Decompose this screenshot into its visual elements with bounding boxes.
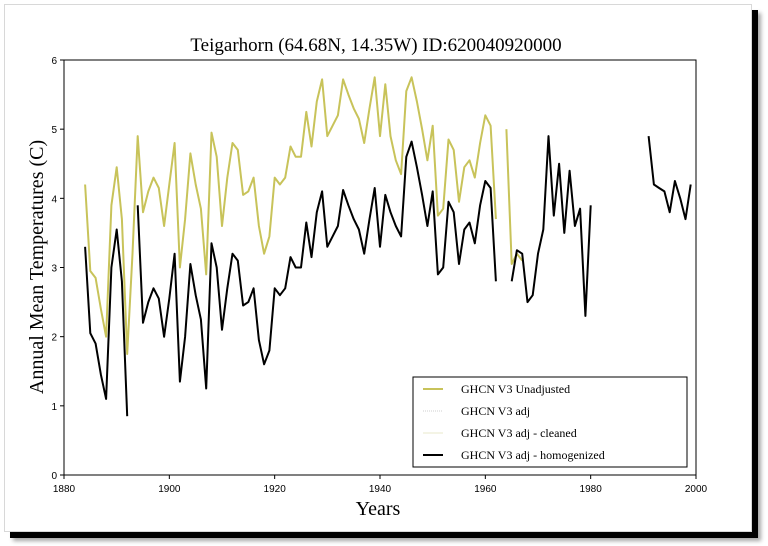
- y-tick-label: 4: [51, 194, 57, 205]
- legend-box: [412, 376, 688, 468]
- series-line-ghcn-v3-adj-homogenized: [84, 135, 692, 417]
- y-tick-label: 0: [51, 471, 57, 482]
- legend-label-adj: GHCN V3 adj: [461, 404, 530, 418]
- x-tick-label: 1940: [369, 484, 392, 495]
- y-axis-ticks: 0 1 2 3 4 5 6: [51, 56, 64, 482]
- legend-label-homogenized: GHCN V3 adj - homogenized: [461, 448, 605, 462]
- legend: GHCN V3 Unadjusted GHCN V3 adj GHCN V3 a…: [412, 376, 688, 468]
- y-tick-label: 5: [51, 125, 57, 136]
- chart-title: Teigarhorn (64.68N, 14.35W) ID:620040920…: [190, 35, 561, 56]
- y-tick-label: 6: [51, 56, 57, 67]
- x-tick-label: 1960: [474, 484, 497, 495]
- x-tick-label: 1980: [580, 484, 603, 495]
- x-axis-label: Years: [356, 498, 401, 520]
- series-line-ghcn-v3-unadjusted: [84, 76, 523, 355]
- y-tick-label: 1: [51, 402, 57, 413]
- x-tick-label: 1900: [158, 484, 181, 495]
- y-axis-label: Annual Mean Temperatures (C): [26, 140, 48, 394]
- x-tick-label: 1880: [53, 484, 76, 495]
- y-tick-label: 3: [51, 264, 57, 275]
- legend-label-cleaned: GHCN V3 adj - cleaned: [461, 426, 577, 440]
- x-tick-label: 2000: [685, 484, 708, 495]
- x-axis-ticks: 1880 1900 1920 1940 1960 1980 2000: [53, 475, 708, 495]
- series-layer: [84, 76, 692, 417]
- y-tick-label: 2: [51, 333, 57, 344]
- x-tick-label: 1920: [264, 484, 287, 495]
- legend-label-unadjusted: GHCN V3 Unadjusted: [461, 382, 570, 396]
